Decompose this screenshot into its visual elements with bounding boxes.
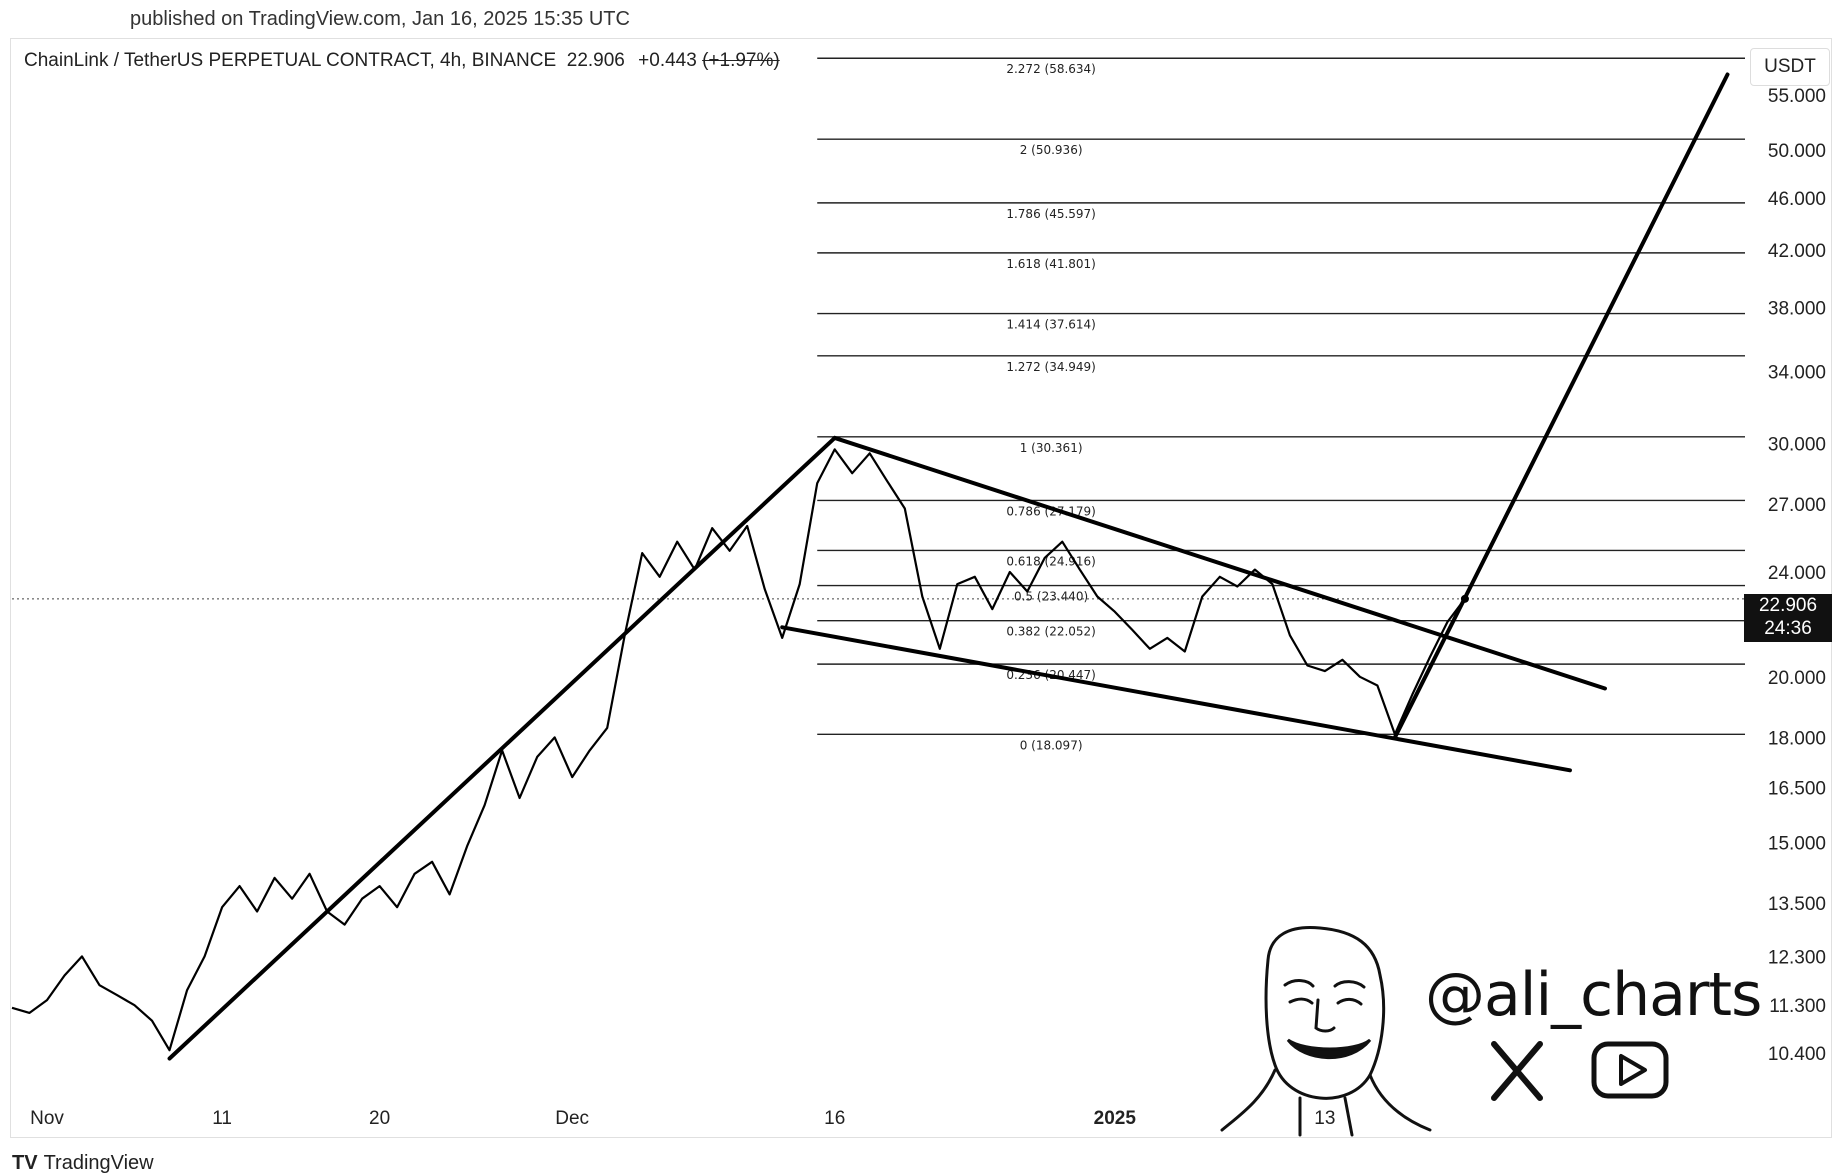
trendline (167, 435, 837, 1061)
time-axis-label: 11 (212, 1108, 232, 1129)
cartoon-face-logo (1220, 925, 1432, 1137)
time-axis-label: 2025 (1094, 1108, 1137, 1129)
fib-level-label: 0.382 (22.052) (1006, 625, 1096, 639)
price-axis-label: 42.000 (1768, 241, 1826, 262)
current-price-tag: 22.906 24:36 (1744, 594, 1832, 642)
trendline (832, 435, 1607, 691)
currency-selector[interactable]: USDT (1750, 48, 1830, 86)
price-axis-label: 55.000 (1768, 86, 1826, 107)
published-info: published on TradingView.com, Jan 16, 20… (130, 8, 630, 30)
price-change: +0.443 (638, 50, 697, 71)
tradingview-brand: TradingView (43, 1152, 154, 1174)
tradingview-footer: TV TradingView (12, 1152, 154, 1175)
price-axis-label: 46.000 (1768, 189, 1826, 210)
chart-frame (10, 38, 1832, 1138)
fib-level-label: 0 (18.097) (1020, 738, 1083, 752)
price-series-line (11, 448, 1466, 1052)
fib-level-label: 2 (50.936) (1020, 143, 1083, 157)
price-axis-label: 20.000 (1768, 668, 1826, 689)
fib-level-label: 1.272 (34.949) (1006, 360, 1096, 374)
time-axis-label: Nov (30, 1108, 64, 1129)
youtube-icon (1591, 1041, 1669, 1099)
time-axis-label: 16 (824, 1108, 845, 1129)
watermark-handle: @ali_charts (1425, 960, 1762, 1030)
price-axis-label: 12.300 (1768, 947, 1826, 968)
price-axis-label: 38.000 (1768, 299, 1826, 320)
time-axis-label: Dec (555, 1108, 589, 1129)
price-axis-label: 30.000 (1768, 435, 1826, 456)
trendlines (167, 72, 1730, 1061)
fib-level-label: 2.272 (58.634) (1006, 62, 1096, 76)
tradingview-logo-icon: TV (12, 1152, 38, 1174)
time-axis-label: 20 (369, 1108, 390, 1129)
fib-level-label: 1 (30.361) (1020, 441, 1083, 455)
symbol-name: ChainLink / TetherUS PERPETUAL CONTRACT,… (24, 50, 557, 71)
trendline (1392, 72, 1730, 740)
time-axis-label: 13 (1314, 1108, 1335, 1129)
current-price-value: 22.906 (1758, 595, 1818, 616)
price-change-pct: (+1.97%) (702, 50, 780, 71)
fib-level-label: 1.618 (41.801) (1006, 257, 1096, 271)
price-axis-label: 13.500 (1768, 894, 1826, 915)
fib-level-label: 0.5 (23.440) (1014, 590, 1088, 604)
price-axis-label: 18.000 (1768, 728, 1826, 749)
fibonacci-extension: 2.272 (58.634) 2 (50.936) 1.786 (45.597) 1.… (817, 57, 1745, 752)
last-price-dot (1460, 594, 1469, 603)
price-axis-label: 34.000 (1768, 363, 1826, 384)
fib-level-label: 1.786 (45.597) (1006, 207, 1096, 221)
time-axis[interactable]: Nov 11 20 Dec 16 2025 13 (30, 1108, 1335, 1129)
last-price: 22.906 (566, 50, 625, 71)
trendline (780, 625, 1572, 773)
x-logo-icon (1491, 1041, 1543, 1101)
price-axis-label: 50.000 (1768, 141, 1826, 162)
price-axis-label: 15.000 (1768, 833, 1826, 854)
price-axis-label: 10.400 (1768, 1044, 1826, 1065)
symbol-legend: ChainLink / TetherUS PERPETUAL CONTRACT,… (24, 50, 780, 72)
fib-level-label: 0.618 (24.916) (1006, 554, 1096, 568)
price-axis-label: 24.000 (1768, 563, 1826, 584)
price-axis-label: 11.300 (1769, 996, 1826, 1017)
price-axis-label: 27.000 (1768, 495, 1826, 516)
price-axis-label: 16.500 (1768, 778, 1826, 799)
price-axis[interactable]: 55.000 50.000 46.000 42.000 38.000 34.000 30.0… (1768, 86, 1826, 1065)
bar-countdown: 24:36 (1764, 618, 1812, 639)
fib-level-label: 1.414 (37.614) (1006, 318, 1096, 332)
